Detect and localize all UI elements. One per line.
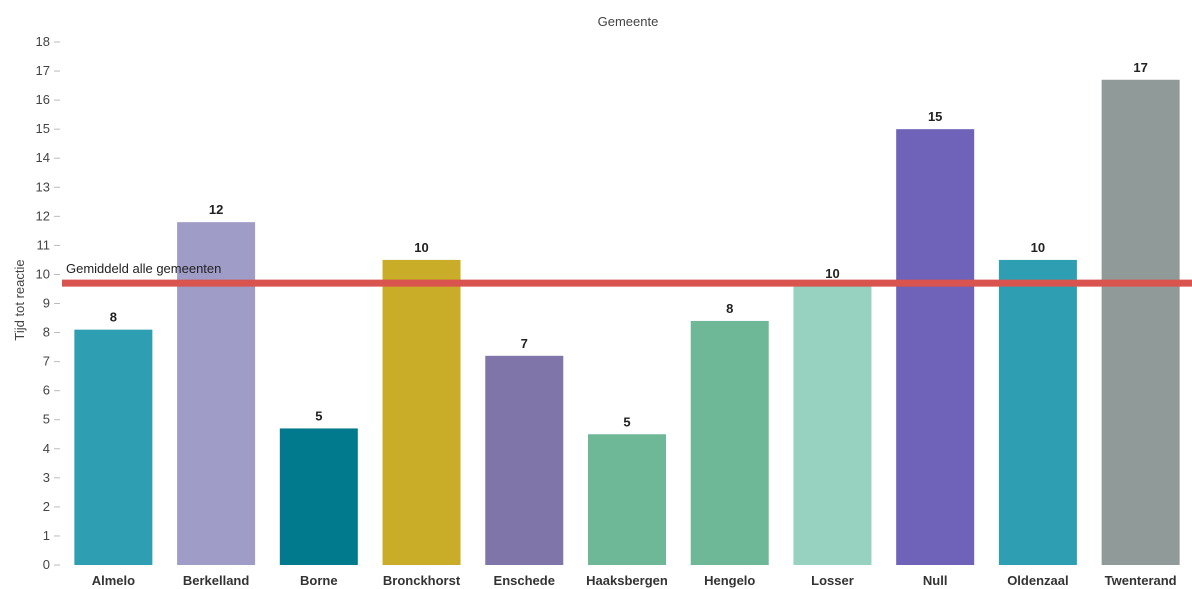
data-label: 5	[623, 414, 630, 429]
x-tick-label: Hengelo	[704, 573, 755, 588]
y-tick-label: 18	[36, 34, 50, 49]
y-tick-label: 11	[37, 237, 51, 252]
y-tick-label: 8	[43, 325, 50, 340]
y-axis-label: Tijd tot reactie	[12, 259, 27, 340]
x-tick-label: Haaksbergen	[586, 573, 668, 588]
bars: 8 Almelo 12 Berkelland 5 Borne 10 Bronckhorst 7 E…	[74, 60, 1180, 588]
y-tick-label: 2	[43, 499, 50, 514]
y-tick-label: 0	[43, 557, 50, 572]
bar-losser	[793, 286, 872, 565]
x-tick-label: Twenterand	[1105, 573, 1177, 588]
bar-oldenzaal	[998, 259, 1077, 565]
y-tick-label: 5	[43, 412, 50, 427]
bar-almelo	[74, 329, 153, 565]
bar-borne	[279, 428, 358, 565]
average-line-label: Gemiddeld alle gemeenten	[66, 261, 221, 276]
y-tick-label: 6	[43, 383, 50, 398]
data-label: 15	[928, 109, 942, 124]
y-tick-label: 16	[36, 92, 50, 107]
y-tick-label: 9	[43, 296, 50, 311]
data-label: 10	[1031, 240, 1045, 255]
y-tick-label: 12	[36, 208, 50, 223]
bar-haaksbergen	[588, 434, 666, 565]
data-label: 10	[825, 266, 839, 281]
chart-title: Gemeente	[598, 14, 659, 29]
x-tick-label: Losser	[811, 573, 854, 588]
bar-bronckhorst	[382, 259, 461, 565]
y-tick-label: 15	[36, 121, 50, 136]
y-tick-label: 13	[36, 179, 50, 194]
data-label: 5	[315, 408, 322, 423]
bar-null	[896, 129, 975, 565]
x-tick-label: Borne	[300, 573, 338, 588]
x-tick-label: Bronckhorst	[383, 573, 461, 588]
x-tick-label: Almelo	[92, 573, 135, 588]
x-tick-label: Oldenzaal	[1007, 573, 1068, 588]
bar-hengelo	[690, 320, 769, 565]
data-label: 12	[209, 202, 223, 217]
bar-berkelland	[177, 222, 256, 565]
bar-enschede	[485, 355, 564, 565]
x-tick-label: Berkelland	[183, 573, 250, 588]
data-label: 8	[726, 301, 733, 316]
y-tick-label: 14	[36, 150, 50, 165]
y-tick-label: 17	[36, 63, 50, 78]
x-tick-label: Null	[923, 573, 948, 588]
y-tick-label: 1	[43, 528, 50, 543]
data-label: 17	[1133, 60, 1147, 75]
reference-line-group: Gemiddeld alle gemeenten	[62, 261, 1192, 287]
y-tick-label: 10	[36, 266, 50, 281]
y-tick-label: 3	[43, 470, 50, 485]
data-label: 7	[521, 336, 528, 351]
y-tick-label: 4	[43, 441, 50, 456]
x-tick-label: Enschede	[494, 573, 555, 588]
bar-twenterand	[1101, 79, 1180, 566]
data-label: 10	[414, 240, 428, 255]
data-label: 8	[110, 310, 117, 325]
y-tick-label: 7	[43, 354, 50, 369]
